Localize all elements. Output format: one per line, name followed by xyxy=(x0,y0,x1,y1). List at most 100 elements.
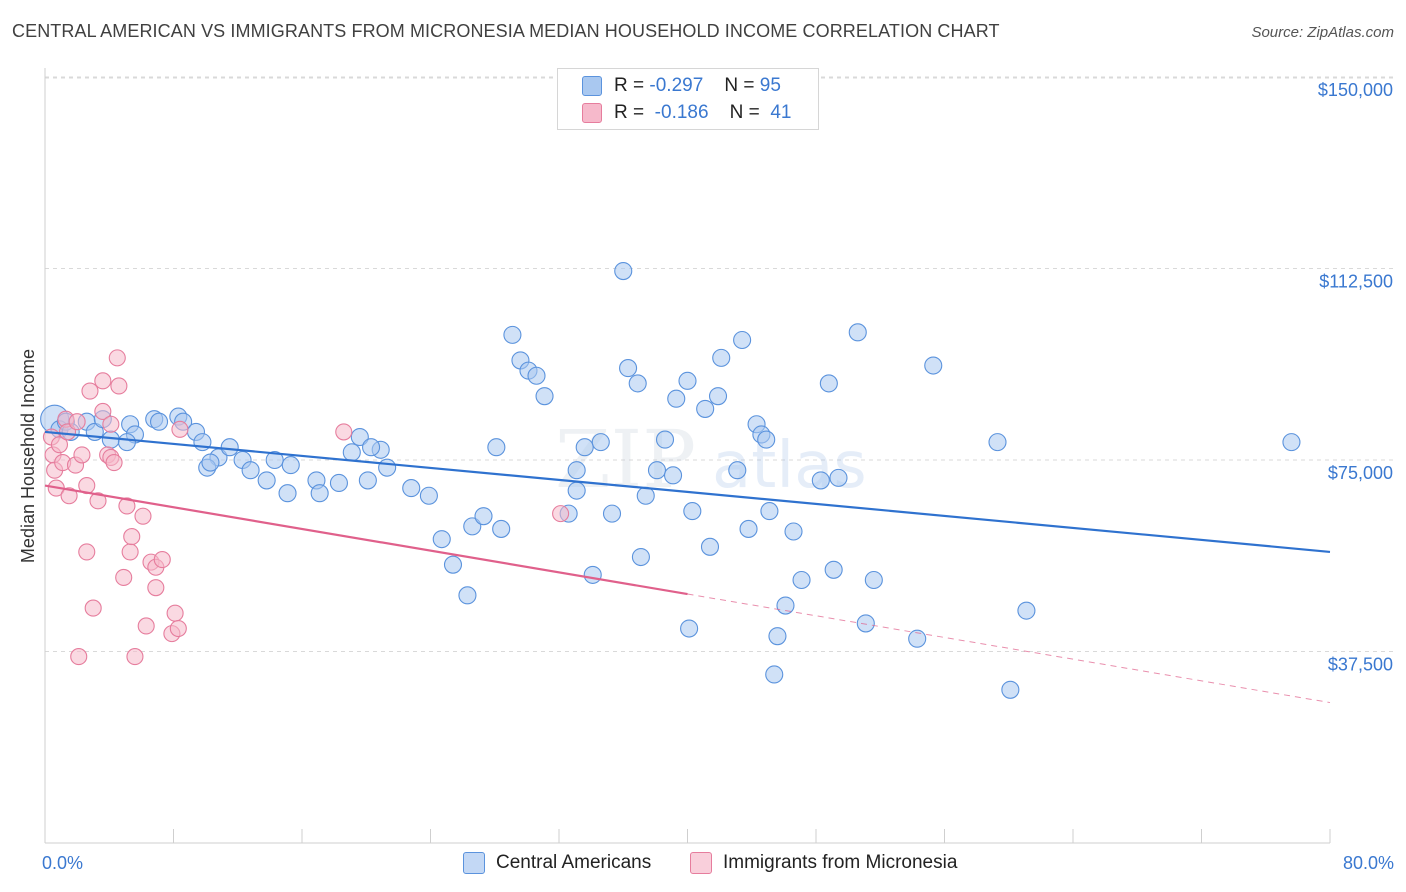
series-central-americans xyxy=(40,262,1301,699)
data-point-central-americans xyxy=(663,466,683,485)
tick-labels: $37,500 $75,000 $112,500 $150,000 0.0% 80.0% xyxy=(42,80,1394,873)
data-point-central-americans xyxy=(117,433,136,452)
data-point-central-americans xyxy=(712,348,731,367)
data-point-central-americans xyxy=(856,614,875,633)
data-point-micronesia xyxy=(147,579,165,597)
legend-item-central-americans[interactable]: Central Americans xyxy=(463,852,651,874)
data-point-central-americans xyxy=(824,560,843,579)
data-point-central-americans xyxy=(678,371,697,390)
data-point-central-americans xyxy=(614,262,633,281)
data-point-micronesia xyxy=(335,423,353,441)
data-point-central-americans xyxy=(443,555,463,574)
data-point-central-americans xyxy=(628,374,647,393)
data-point-central-americans xyxy=(583,565,602,584)
data-point-central-americans xyxy=(310,484,329,503)
data-point-central-americans xyxy=(631,547,650,567)
data-point-micronesia xyxy=(108,349,126,367)
data-point-micronesia xyxy=(73,446,91,464)
data-point-central-americans xyxy=(492,519,511,538)
data-point-central-americans xyxy=(567,461,586,480)
data-point-central-americans xyxy=(988,433,1007,452)
data-point-micronesia xyxy=(121,543,139,561)
data-point-central-americans xyxy=(733,330,752,350)
data-point-central-americans xyxy=(487,438,506,457)
data-point-central-americans xyxy=(503,325,522,344)
data-point-central-americans xyxy=(680,619,699,638)
x-tick-label-min: 0.0% xyxy=(42,853,83,873)
data-point-central-americans xyxy=(378,458,397,477)
source-label: Source: ZipAtlas.com xyxy=(1251,24,1394,41)
data-point-central-americans xyxy=(257,471,276,490)
data-point-micronesia xyxy=(84,599,102,617)
data-point-central-americans xyxy=(760,502,779,521)
data-point-central-americans xyxy=(784,522,803,541)
legend-r-value: -0.186 xyxy=(654,102,709,123)
data-point-central-americans xyxy=(1282,433,1301,452)
data-point-central-americans xyxy=(358,471,377,490)
data-point-central-americans xyxy=(329,473,348,493)
data-point-central-americans xyxy=(765,665,784,684)
data-point-central-americans xyxy=(739,519,758,538)
data-point-central-americans xyxy=(575,438,594,457)
legend-swatch-blue xyxy=(463,852,485,874)
data-point-micronesia xyxy=(105,454,123,472)
data-point-central-americans xyxy=(1001,680,1020,699)
legend-label-central-americans: Central Americans xyxy=(496,852,652,873)
data-point-central-americans xyxy=(527,366,546,385)
data-point-central-americans xyxy=(342,443,361,462)
data-point-micronesia xyxy=(166,604,184,622)
correlation-legend: R = -0.297 N = 95 R = -0.186 N = 41 xyxy=(557,68,819,130)
data-point-central-americans xyxy=(829,468,848,487)
legend-n-value: 95 xyxy=(759,75,781,96)
data-point-central-americans xyxy=(474,507,493,526)
legend-label-micronesia: Immigrants from Micronesia xyxy=(723,852,958,873)
data-point-central-americans xyxy=(636,486,655,505)
data-point-central-americans xyxy=(792,570,811,590)
data-point-central-americans xyxy=(647,461,667,480)
data-point-central-americans xyxy=(402,479,421,498)
y-tick-label: $75,000 xyxy=(1328,463,1393,483)
legend-swatch-pink xyxy=(690,852,712,874)
legend-item-micronesia[interactable]: Immigrants from Micronesia xyxy=(690,852,957,874)
y-tick-label: $150,000 xyxy=(1318,80,1393,100)
data-point-central-americans xyxy=(708,387,728,406)
data-point-central-americans xyxy=(667,389,686,408)
data-point-micronesia xyxy=(50,436,69,454)
data-point-central-americans xyxy=(776,596,795,615)
data-point-central-americans xyxy=(908,629,927,648)
data-point-central-americans xyxy=(924,356,943,375)
trend-lines xyxy=(44,430,1331,704)
data-point-central-americans xyxy=(281,456,300,475)
data-point-micronesia xyxy=(171,420,189,438)
data-point-micronesia xyxy=(552,505,570,523)
data-point-central-americans xyxy=(149,412,169,431)
legend-swatch-pink xyxy=(582,103,602,123)
series-immigrants-from-micronesia xyxy=(42,349,570,666)
legend-r-label: R = xyxy=(614,75,645,96)
trend-line-micronesia xyxy=(44,484,688,596)
trend-line-micronesia-extension xyxy=(687,593,1331,704)
data-point-micronesia xyxy=(94,402,112,421)
data-point-micronesia xyxy=(110,377,128,395)
data-point-central-americans xyxy=(535,387,554,406)
x-tick-label-max: 80.0% xyxy=(1343,853,1394,873)
data-point-central-americans xyxy=(201,453,220,472)
data-point-micronesia xyxy=(126,648,144,666)
legend-r-value: -0.297 xyxy=(649,75,704,96)
data-point-central-americans xyxy=(265,450,284,470)
data-point-central-americans xyxy=(278,484,297,503)
data-point-micronesia xyxy=(89,492,107,510)
data-point-central-americans xyxy=(1017,601,1036,620)
data-point-central-americans xyxy=(567,481,586,500)
data-point-central-americans xyxy=(728,461,747,480)
data-point-micronesia xyxy=(115,568,133,587)
data-point-central-americans xyxy=(864,570,883,590)
data-point-central-americans xyxy=(458,586,477,605)
data-point-central-americans xyxy=(619,359,638,378)
data-point-central-americans xyxy=(819,374,838,393)
data-point-micronesia xyxy=(78,543,96,561)
data-point-central-americans xyxy=(700,537,720,556)
data-point-micronesia xyxy=(123,528,141,546)
data-point-micronesia xyxy=(118,497,136,515)
